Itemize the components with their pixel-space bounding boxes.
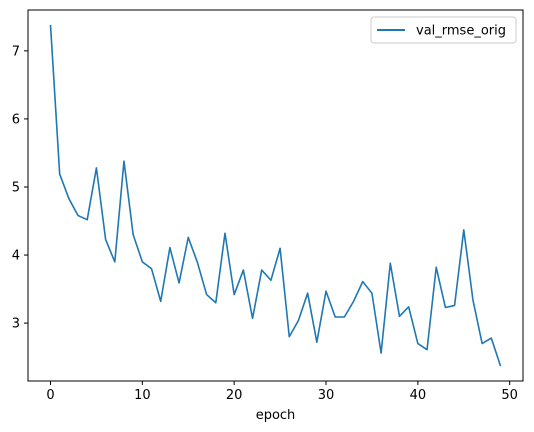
series-line bbox=[49, 24, 502, 367]
plot-frame bbox=[27, 9, 524, 382]
y-tick-label: 3 bbox=[12, 317, 20, 332]
x-tick-label: 0 bbox=[46, 388, 54, 403]
plot-area bbox=[49, 24, 502, 367]
x-tick-label: 40 bbox=[410, 388, 427, 403]
x-tick-label: 30 bbox=[318, 388, 335, 403]
legend: val_rmse_orig bbox=[370, 16, 517, 44]
y-tick-label: 4 bbox=[12, 249, 20, 264]
legend-box bbox=[370, 16, 517, 44]
x-axis-label: epoch bbox=[256, 408, 296, 423]
y-axis: 3 4 5 6 7 bbox=[12, 44, 28, 332]
x-tick-label: 20 bbox=[226, 388, 243, 403]
x-tick-label: 50 bbox=[501, 388, 518, 403]
y-tick-label: 7 bbox=[12, 44, 20, 59]
legend-label: val_rmse_orig bbox=[416, 24, 506, 39]
y-tick-label: 6 bbox=[12, 112, 20, 127]
x-axis: 0 10 20 30 40 50 bbox=[46, 381, 518, 403]
x-tick-label: 10 bbox=[134, 388, 151, 403]
y-tick-label: 5 bbox=[12, 180, 20, 195]
